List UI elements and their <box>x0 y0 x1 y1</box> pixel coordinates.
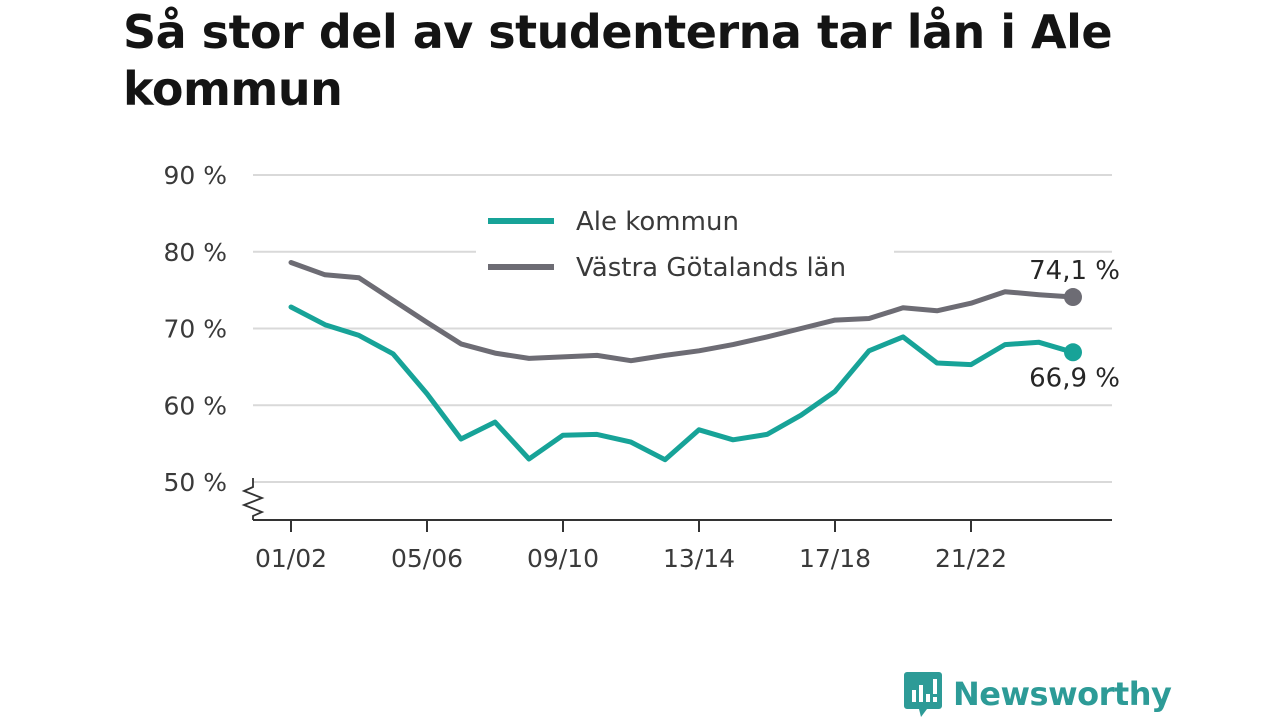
y-tick-label: 90 % <box>163 161 227 190</box>
end-value-label: 66,9 % <box>1029 363 1120 393</box>
axis-break-symbol <box>241 478 265 520</box>
legend-label: Ale kommun <box>576 207 739 237</box>
x-tick-label: 17/18 <box>799 544 871 573</box>
brand-name: Newsworthy <box>953 675 1172 713</box>
legend-background <box>476 200 894 292</box>
series-line <box>288 304 1076 463</box>
end-value-label: 74,1 % <box>1029 256 1120 286</box>
series-end-point <box>1064 343 1082 362</box>
x-tick-label: 21/22 <box>935 544 1007 573</box>
y-axis: 50 % 60 % 70 % 80 % 90 % <box>163 161 265 520</box>
y-tick-label: 50 % <box>163 468 227 497</box>
y-tick-label: 60 % <box>163 391 227 420</box>
chart-title: Så stor del av studenterna tar lån i Ale… <box>123 5 1113 116</box>
legend-label: Västra Götalands län <box>576 253 846 283</box>
x-tick-label: 01/02 <box>255 544 327 573</box>
legend: Ale kommun Västra Götalands län <box>476 200 894 292</box>
y-tick-label: 80 % <box>163 238 227 267</box>
x-tick-label: 09/10 <box>527 544 599 573</box>
series-line <box>288 260 1076 364</box>
x-axis: 01/02 05/06 09/10 13/14 17/18 21/22 <box>253 519 1112 573</box>
gridlines <box>253 174 1112 483</box>
series-end-point <box>1064 288 1082 307</box>
newsworthy-chart-bubble-icon <box>904 672 942 717</box>
series-lines <box>288 260 1082 463</box>
y-tick-label: 70 % <box>163 315 227 344</box>
x-tick-label: 13/14 <box>663 544 735 573</box>
x-tick-label: 05/06 <box>391 544 463 573</box>
newsworthy-logo: Newsworthy <box>903 670 1172 718</box>
end-labels: 74,1 % 66,9 % <box>1029 256 1120 393</box>
